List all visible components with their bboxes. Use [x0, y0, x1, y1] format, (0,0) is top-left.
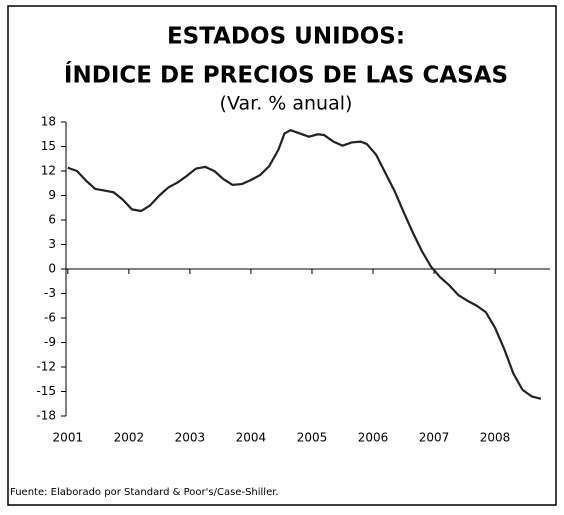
y-tick-label: 12: [41, 164, 56, 178]
y-tick-label: 18: [41, 115, 56, 129]
chart-title: ESTADOS UNIDOS:: [167, 24, 405, 50]
y-tick-label: 6: [48, 213, 56, 227]
frame: [7, 5, 557, 506]
y-axis-label: (Var. % anual): [220, 93, 353, 115]
y-tick-label: 9: [48, 188, 56, 202]
y-tick-label: 15: [41, 139, 56, 153]
chart-subtitle: ÍNDICE DE PRECIOS DE LAS CASAS: [64, 61, 508, 89]
x-tick-label: 2006: [358, 431, 389, 445]
y-tick-label: -3: [44, 286, 56, 300]
y-tick-label: 0: [48, 262, 56, 276]
source-note: Fuente: Elaborado por Standard & Poor's/…: [10, 487, 279, 498]
data-line: [67, 129, 542, 400]
x-tick-label: 2004: [236, 431, 267, 445]
y-tick-label: -12: [36, 360, 56, 374]
y-tick-label: -6: [44, 311, 56, 325]
y-tick-label: 3: [48, 237, 56, 251]
y-tick-label: -15: [36, 384, 56, 398]
x-tick-label: 2003: [175, 431, 206, 445]
y-tick-label: -18: [36, 409, 56, 423]
x-tick-label: 2007: [419, 431, 450, 445]
x-tick-label: 2008: [480, 431, 511, 445]
y-tick-label: -9: [44, 335, 56, 349]
x-tick-label: 2001: [53, 431, 84, 445]
x-tick-label: 2002: [114, 431, 145, 445]
x-tick-label: 2005: [297, 431, 328, 445]
